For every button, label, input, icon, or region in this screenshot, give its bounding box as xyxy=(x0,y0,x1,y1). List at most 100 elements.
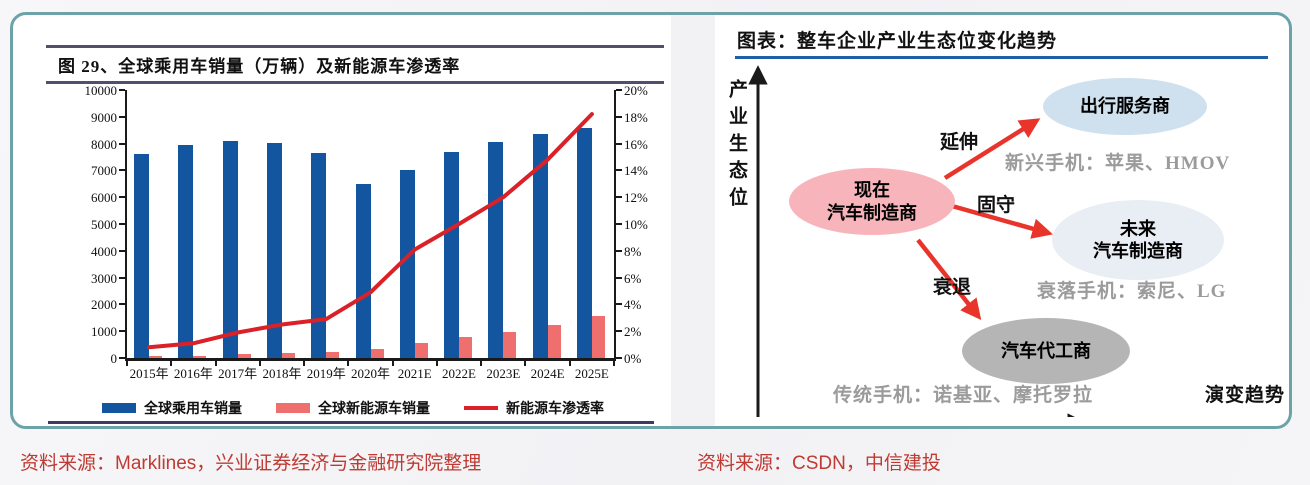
total-sales-bar xyxy=(178,144,194,358)
total-sales-bar xyxy=(266,143,282,358)
nev-sales-bar xyxy=(547,324,561,358)
right-axis-tick-label: 14% xyxy=(624,163,648,179)
node-label-line: 汽车制造商 xyxy=(827,202,917,223)
legend-label: 新能源车渗透率 xyxy=(506,402,604,417)
x-category-label: 2018年 xyxy=(262,366,302,381)
traditional-phones-note: 传统手机：诺基亚、摩托罗拉 xyxy=(833,385,1094,406)
x-category-label: 2019年 xyxy=(306,366,346,381)
left-chart-panel: 图 29、全球乘用车销量（万辆）及新能源车渗透率 0 1000 2000 3000 40… xyxy=(13,15,671,426)
x-category-label: 2024E xyxy=(530,366,565,381)
x-category-label: 2016年 xyxy=(173,366,213,381)
legend-item: 全球新能源车销量 xyxy=(276,398,430,418)
nev-sales-bar xyxy=(370,349,384,358)
legend-item: 新能源车渗透率 xyxy=(464,398,604,418)
right-axis-tick-label: 20% xyxy=(624,83,648,98)
extend-arrow-label: 延伸 xyxy=(940,132,979,153)
total-sales-bar xyxy=(134,154,150,358)
left-axis-tick-label: 5000 xyxy=(91,217,117,232)
left-axis-tick-label: 3000 xyxy=(91,270,117,286)
legend-label: 全球乘用车销量 xyxy=(144,402,242,417)
panel-divider xyxy=(671,15,715,426)
total-sales-bar xyxy=(532,133,548,358)
chart-title-box: 图 29、全球乘用车销量（万辆）及新能源车渗透率 xyxy=(46,45,664,84)
nev-sales-bar xyxy=(459,337,473,358)
right-axis-tick-label: 12% xyxy=(624,190,648,206)
right-axis-tick-label: 6% xyxy=(624,270,642,286)
nev-sales-bar xyxy=(503,332,517,358)
right-axis-tick-label: 8% xyxy=(624,243,642,259)
node-label-line: 出行服务商 xyxy=(1080,96,1170,117)
right-source-note: 资料来源：CSDN，中信建投 xyxy=(697,453,941,474)
right-axis-tick xyxy=(616,330,622,333)
right-axis-tick xyxy=(616,196,622,199)
left-axis-tick xyxy=(119,249,125,252)
total-sales-bar xyxy=(444,151,460,358)
x-axis-tick xyxy=(170,361,173,366)
x-axis-tick xyxy=(258,361,261,366)
right-axis-tick xyxy=(616,115,622,118)
node-label-line: 未来 xyxy=(1120,218,1156,239)
x-axis-tick xyxy=(391,361,394,366)
node-label-line: 汽车代工商 xyxy=(1001,340,1091,361)
left-axis-tick xyxy=(119,357,125,359)
diagram-title-underline xyxy=(735,56,1268,59)
x-category-label: 2025E xyxy=(574,366,609,381)
left-source-note: 资料来源：Marklines，兴业证券经济与金融研究院整理 xyxy=(20,453,482,474)
node-label-line: 现在 xyxy=(854,180,890,200)
left-axis-tick xyxy=(119,330,125,333)
right-axis-tick xyxy=(616,249,622,252)
left-axis-tick xyxy=(119,276,125,279)
declining-phones-note: 衰落手机：索尼、LG xyxy=(1037,281,1227,302)
total-sales-bar xyxy=(576,128,592,358)
legend-bar-swatch xyxy=(102,403,136,413)
x-category-label: 2021E xyxy=(397,366,432,381)
left-axis-tick xyxy=(119,115,125,118)
right-axis-tick xyxy=(616,303,622,306)
total-sales-bar xyxy=(488,141,504,358)
right-axis-tick-label: 16% xyxy=(624,136,648,152)
x-category-label: 2020年 xyxy=(350,366,390,381)
emerging-phones-note: 新兴手机：苹果、HMOV xyxy=(1005,153,1231,174)
left-axis-tick-label: 0 xyxy=(110,351,118,366)
left-axis-tick xyxy=(119,89,125,91)
total-sales-bar xyxy=(355,184,371,358)
x-category-label: 2017年 xyxy=(218,366,258,381)
right-axis-tick xyxy=(616,223,622,225)
total-sales-bar xyxy=(399,170,415,358)
diagram-x-axis-label: 演变趋势 xyxy=(1205,385,1286,406)
left-axis-tick xyxy=(119,303,125,306)
x-axis-tick xyxy=(480,361,483,366)
nev-sales-bar xyxy=(591,316,605,358)
penetration-rate-line xyxy=(147,112,594,350)
diagram-title: 图表：整车企业产业生态位变化趋势 xyxy=(737,31,1058,52)
node-now-automaker: 现在 汽车制造商 xyxy=(789,168,955,235)
total-sales-bar xyxy=(222,140,238,358)
nev-sales-bar xyxy=(281,352,295,358)
x-category-label: 2015年 xyxy=(129,366,169,381)
right-axis-tick xyxy=(616,276,622,279)
x-axis-tick xyxy=(126,361,128,366)
left-axis-tick-label: 1000 xyxy=(91,324,117,340)
decline-arrow xyxy=(916,238,982,321)
x-category-label: 2022E xyxy=(442,366,476,381)
node-mobility-service: 出行服务商 xyxy=(1043,78,1207,135)
hold-arrow-label: 固守 xyxy=(977,195,1016,216)
right-axis-tick-label: 10% xyxy=(624,217,648,232)
left-axis-tick xyxy=(119,196,125,199)
extend-arrow xyxy=(943,118,1041,180)
total-sales-bar xyxy=(311,153,327,358)
legend-label: 全球新能源车销量 xyxy=(318,402,430,417)
diagram-y-axis-label: 产业生态位 xyxy=(726,79,747,214)
diagram-panel: 图表：整车企业产业生态位变化趋势 产业生态位 现在 汽车制造商 xyxy=(715,15,1289,426)
x-axis-tick xyxy=(524,361,527,366)
nev-sales-bar xyxy=(326,352,340,358)
x-axis-tick xyxy=(214,361,217,366)
nev-sales-bar xyxy=(414,342,428,358)
chart-legend: 全球乘用车销量 全球新能源车销量 新能源车渗透率 xyxy=(73,398,633,418)
diagram-axes-and-arrows xyxy=(748,65,1087,417)
right-axis-tick xyxy=(616,89,622,91)
right-axis-tick-label: 2% xyxy=(624,324,642,340)
decline-arrow-label: 衰退 xyxy=(933,277,972,298)
x-category-label: 2023E xyxy=(486,366,521,381)
x-axis-tick xyxy=(613,361,615,366)
